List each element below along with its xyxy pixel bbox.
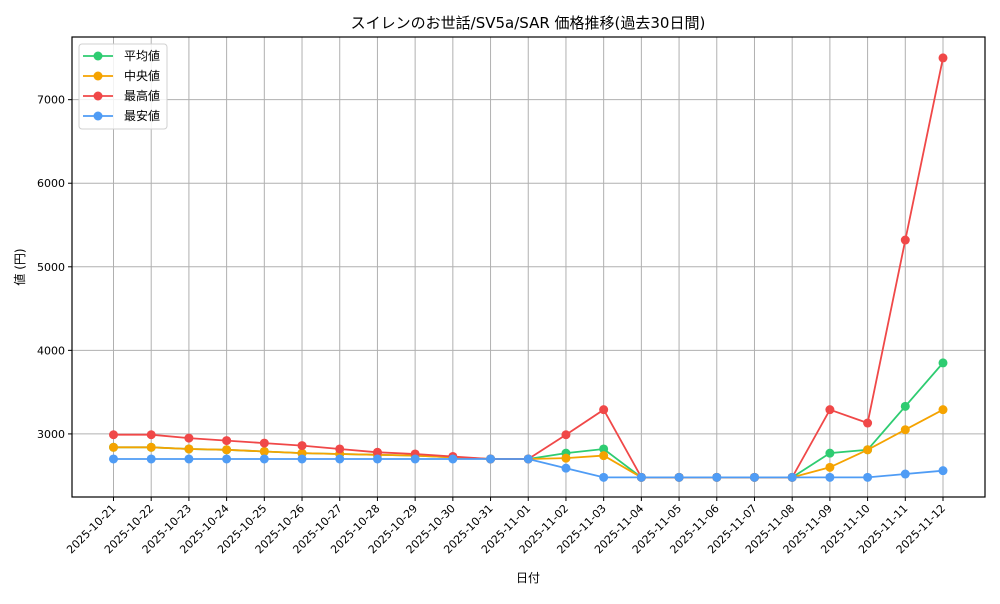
data-point: [184, 433, 194, 443]
data-point: [599, 472, 609, 482]
data-point: [712, 472, 722, 482]
grid-lines: [72, 37, 985, 497]
data-point: [938, 466, 948, 476]
data-point: [372, 454, 382, 464]
y-tick-label: 4000: [37, 344, 65, 357]
data-point: [523, 454, 533, 464]
data-point: [448, 454, 458, 464]
data-point: [222, 454, 232, 464]
y-tick-label: 5000: [37, 261, 65, 274]
data-point: [259, 438, 269, 448]
data-point: [863, 418, 873, 428]
data-point: [372, 447, 382, 457]
data-point: [335, 454, 345, 464]
data-point: [900, 469, 910, 479]
data-point: [825, 462, 835, 472]
legend-marker-icon: [93, 91, 103, 101]
data-point: [825, 448, 835, 458]
series-3: [109, 454, 948, 482]
data-point: [561, 430, 571, 440]
data-point: [146, 442, 156, 452]
legend-item: 最高値: [83, 88, 160, 103]
y-tick-label: 6000: [37, 177, 65, 190]
data-point: [900, 425, 910, 435]
y-tick-label: 3000: [37, 428, 65, 441]
data-point: [561, 463, 571, 473]
legend-item: 中央値: [83, 68, 160, 83]
data-point: [938, 53, 948, 63]
data-point: [561, 453, 571, 463]
legend-marker-icon: [93, 111, 103, 121]
data-point: [297, 441, 307, 451]
data-point: [787, 472, 797, 482]
legend-label: 平均値: [124, 48, 160, 63]
legend-label: 中央値: [124, 68, 160, 83]
data-point: [259, 446, 269, 456]
legend-marker-icon: [93, 51, 103, 61]
data-point: [410, 454, 420, 464]
data-point: [146, 454, 156, 464]
plot-frame: [71, 36, 986, 498]
data-point: [109, 430, 118, 440]
data-point: [938, 358, 948, 368]
data-point: [184, 444, 194, 454]
data-point: [599, 451, 609, 461]
y-axis-label: 値 (円): [12, 248, 27, 285]
legend-item: 平均値: [83, 48, 160, 63]
data-point: [297, 454, 307, 464]
legend-label: 最高値: [124, 88, 160, 103]
legend-label: 最安値: [124, 108, 160, 123]
data-point: [146, 430, 156, 440]
axes: 2025-10-212025-10-222025-10-232025-10-24…: [37, 94, 948, 557]
data-point: [184, 454, 194, 464]
data-point: [599, 405, 609, 415]
data-point: [900, 401, 910, 411]
y-tick-label: 7000: [37, 94, 65, 107]
legend-box: [78, 43, 168, 130]
data-point: [222, 445, 232, 455]
data-point: [674, 472, 684, 482]
data-point: [109, 442, 118, 452]
data-point: [486, 454, 496, 464]
data-point: [825, 472, 835, 482]
data-point: [599, 444, 609, 454]
data-point: [938, 405, 948, 415]
data-point: [863, 472, 873, 482]
data-point: [749, 472, 759, 482]
data-point: [109, 454, 118, 464]
x-axis-label: 日付: [516, 571, 540, 585]
data-point: [863, 445, 873, 455]
chart-title: スイレンのお世話/SV5a/SAR 価格推移(過去30日間): [351, 14, 706, 32]
data-point: [900, 235, 910, 245]
data-point: [825, 405, 835, 415]
legend-marker-icon: [93, 71, 103, 81]
data-point: [222, 436, 232, 446]
data-point: [259, 454, 269, 464]
data-point: [335, 444, 345, 454]
data-series: [109, 53, 948, 482]
legend-item: 最安値: [83, 108, 160, 123]
data-point: [636, 472, 646, 482]
